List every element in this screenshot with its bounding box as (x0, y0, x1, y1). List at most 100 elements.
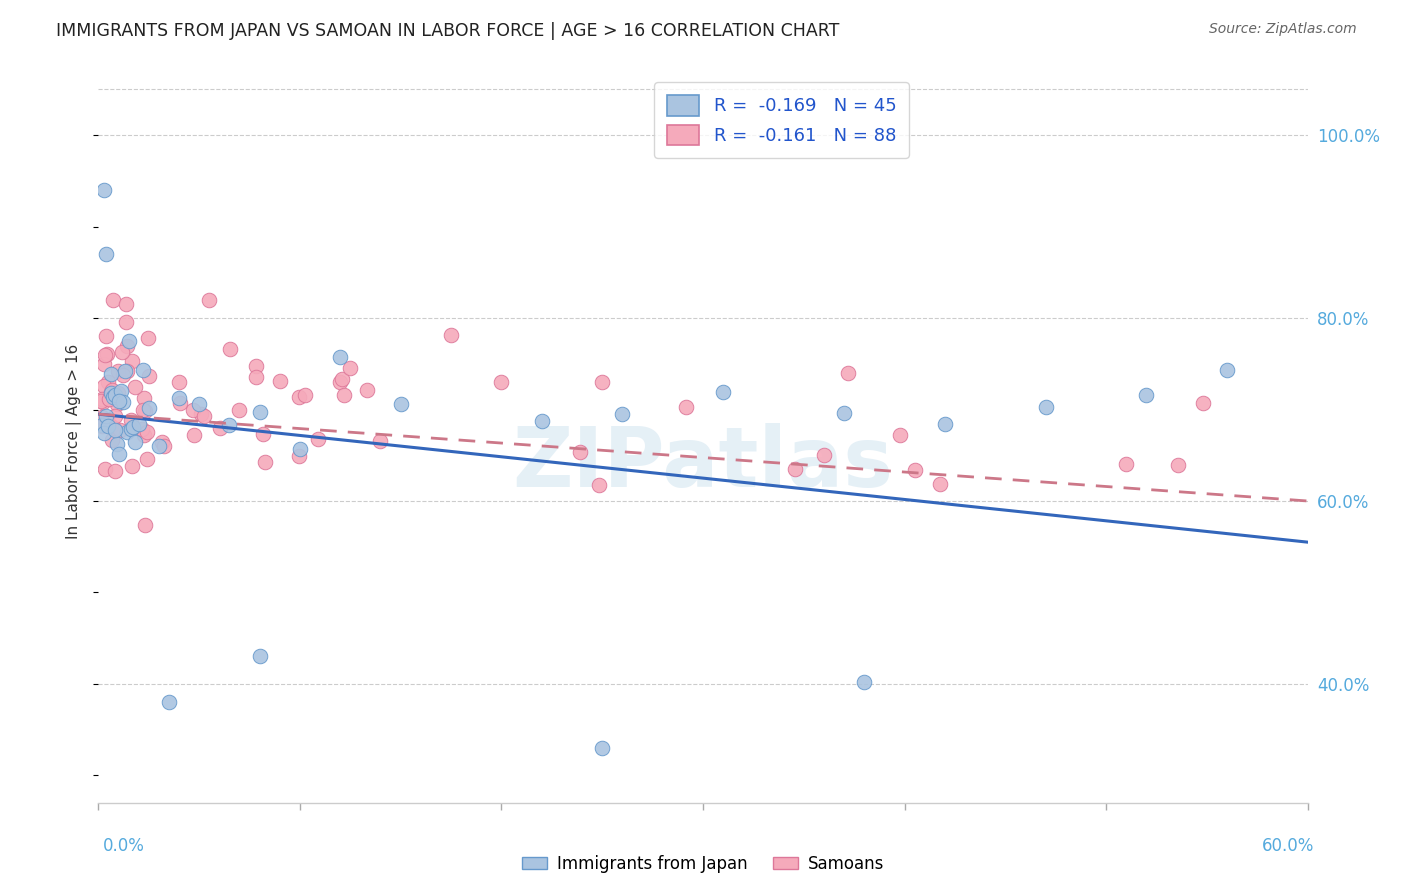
Point (929, 477, 952, 491)
Point (249, 649, 271, 664)
Point (148, 439, 170, 453)
Point (1115, 458, 1137, 472)
Point (249, 405, 271, 419)
Point (254, 455, 277, 469)
Point (138, 368, 160, 383)
Point (135, 452, 157, 467)
Point (288, 442, 311, 457)
Point (1135, 388, 1157, 402)
Y-axis label: In Labor Force | Age > 16: In Labor Force | Age > 16 (66, 344, 83, 539)
Point (100, 368, 122, 382)
Point (591, 740, 613, 755)
Point (193, 409, 215, 423)
Point (104, 409, 127, 423)
Point (530, 414, 553, 428)
Point (107, 364, 129, 378)
Text: Source: ZipAtlas.com: Source: ZipAtlas.com (1209, 22, 1357, 37)
Point (103, 388, 125, 402)
Point (853, 675, 876, 690)
Point (288, 390, 311, 404)
Point (101, 293, 124, 307)
Point (134, 404, 156, 418)
Point (837, 366, 859, 380)
Point (105, 437, 128, 451)
Point (96, 329, 118, 343)
Point (97, 375, 120, 389)
Point (91, 395, 114, 409)
Point (114, 364, 136, 378)
Legend: Immigrants from Japan, Samoans: Immigrants from Japan, Samoans (516, 848, 890, 880)
Point (132, 392, 155, 406)
Point (103, 421, 125, 435)
Point (90, 410, 112, 425)
Text: ZIPatlas: ZIPatlas (513, 423, 893, 504)
Text: 60.0%: 60.0% (1263, 837, 1315, 855)
Point (121, 354, 143, 368)
Point (169, 395, 191, 409)
Point (100, 386, 122, 401)
Point (96, 409, 118, 423)
Point (107, 447, 129, 461)
Point (115, 425, 138, 439)
Point (218, 417, 240, 432)
Point (101, 390, 124, 404)
Point (118, 334, 141, 348)
Point (134, 428, 156, 442)
Point (101, 384, 124, 398)
Point (1216, 363, 1239, 377)
Point (138, 401, 160, 415)
Text: IMMIGRANTS FROM JAPAN VS SAMOAN IN LABOR FORCE | AGE > 16 CORRELATION CHART: IMMIGRANTS FROM JAPAN VS SAMOAN IN LABOR… (56, 22, 839, 40)
Point (111, 394, 134, 409)
Point (889, 428, 911, 442)
Point (190, 407, 212, 421)
Point (96, 413, 118, 427)
Point (1166, 458, 1188, 472)
Point (294, 387, 316, 401)
Point (568, 444, 591, 458)
Point (120, 413, 142, 427)
Point (491, 375, 513, 389)
Point (90, 419, 112, 434)
Point (167, 375, 190, 389)
Point (120, 421, 142, 435)
Point (121, 420, 143, 434)
Point (181, 403, 204, 417)
Point (124, 380, 146, 394)
Point (218, 343, 240, 357)
Point (94, 462, 117, 476)
Point (711, 385, 734, 400)
Point (100, 385, 122, 400)
Point (934, 417, 956, 432)
Point (98, 392, 121, 407)
Point (93, 357, 115, 371)
Point (389, 397, 412, 411)
Point (111, 344, 134, 359)
Point (115, 338, 138, 352)
Point (228, 402, 250, 417)
Point (245, 370, 267, 384)
Point (813, 448, 835, 462)
Point (588, 477, 610, 491)
Point (287, 450, 309, 464)
Point (903, 463, 925, 477)
Point (356, 383, 378, 397)
Point (329, 351, 352, 365)
Point (329, 375, 352, 389)
Point (124, 435, 146, 450)
Point (245, 359, 267, 373)
Point (134, 517, 156, 532)
Point (91, 417, 114, 432)
Point (93, 378, 115, 392)
Point (307, 432, 329, 446)
Point (115, 297, 138, 311)
Point (368, 434, 391, 449)
Point (117, 364, 139, 378)
Point (785, 462, 807, 476)
Point (110, 423, 132, 437)
Point (101, 433, 124, 447)
Point (105, 397, 128, 411)
Point (132, 363, 155, 377)
Text: 0.0%: 0.0% (103, 837, 145, 855)
Point (1192, 396, 1215, 410)
Point (104, 464, 127, 478)
